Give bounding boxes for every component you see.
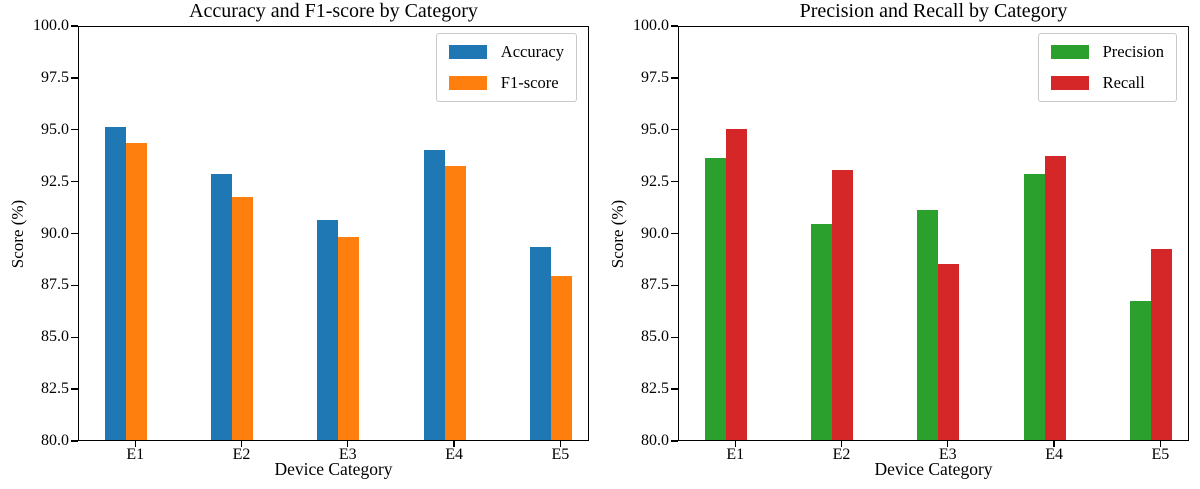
legend: Accuracy F1-score bbox=[435, 33, 577, 102]
bar-recall-e3 bbox=[938, 263, 960, 440]
x-tick-mark bbox=[559, 441, 562, 447]
legend-swatch-accuracy bbox=[448, 45, 487, 59]
chart-precision-recall: Precision and Recall by Category Score (… bbox=[600, 0, 1200, 489]
y-tick-label: 90.0 bbox=[41, 224, 69, 242]
y-tick-label: 97.5 bbox=[41, 68, 69, 86]
legend-item: Recall bbox=[1050, 73, 1164, 93]
x-tick-mark bbox=[347, 441, 349, 447]
x-tick-mark bbox=[453, 441, 455, 447]
x-tick-mark bbox=[947, 441, 949, 447]
x-tick-label: E4 bbox=[445, 446, 463, 463]
legend-item: Accuracy bbox=[448, 42, 564, 62]
x-tick-label: E1 bbox=[126, 446, 145, 463]
y-tick-mark bbox=[71, 25, 78, 27]
x-tick-mark bbox=[1159, 441, 1162, 447]
x-tick-label: E5 bbox=[1151, 446, 1170, 463]
x-axis-label: Device Category bbox=[274, 459, 393, 479]
y-tick-mark bbox=[71, 284, 78, 287]
y-tick-label: 92.5 bbox=[641, 172, 669, 190]
bar-precision-e5 bbox=[1129, 300, 1151, 440]
y-tick-label: 95.0 bbox=[41, 120, 69, 138]
bar-recall-e5 bbox=[1150, 249, 1172, 440]
y-tick-label: 85.0 bbox=[41, 328, 69, 346]
y-tick-label: 80.0 bbox=[641, 432, 669, 449]
y-tick-label: 100.0 bbox=[633, 17, 669, 34]
y-tick-label: 87.5 bbox=[641, 276, 669, 294]
y-tick-label: 92.5 bbox=[41, 172, 69, 190]
y-tick-label: 95.0 bbox=[641, 120, 669, 138]
y-tick-mark bbox=[671, 129, 678, 131]
y-tick-mark bbox=[671, 180, 678, 183]
x-tick-mark bbox=[734, 441, 736, 447]
y-tick-label: 82.5 bbox=[41, 380, 69, 398]
x-tick-label: E3 bbox=[338, 446, 357, 463]
legend-item: F1-score bbox=[448, 73, 564, 93]
x-tick-label: E2 bbox=[232, 446, 251, 463]
legend-label: Recall bbox=[1102, 73, 1145, 92]
legend-item: Precision bbox=[1050, 42, 1164, 62]
y-tick-label: 85.0 bbox=[641, 328, 669, 346]
plot-area bbox=[678, 26, 1189, 441]
y-tick-mark bbox=[71, 129, 78, 131]
y-tick-label: 87.5 bbox=[41, 276, 69, 294]
x-tick-label: E1 bbox=[726, 446, 745, 463]
bar-recall-e4 bbox=[1044, 155, 1066, 440]
y-tick-label: 97.5 bbox=[641, 68, 669, 86]
legend: Precision Recall bbox=[1037, 33, 1177, 102]
legend-swatch-recall bbox=[1050, 76, 1089, 90]
chart-title: Precision and Recall by Category bbox=[799, 0, 1068, 22]
bar-f1-score-e3 bbox=[338, 236, 360, 440]
x-tick-mark bbox=[240, 441, 243, 447]
y-tick-mark bbox=[71, 440, 78, 442]
bar-accuracy-e5 bbox=[529, 247, 551, 440]
bar-f1-score-e4 bbox=[444, 166, 466, 440]
y-tick-mark bbox=[671, 440, 678, 442]
legend-swatch-f1-score bbox=[448, 76, 487, 90]
y-tick-label: 90.0 bbox=[641, 224, 669, 242]
x-tick-label: E3 bbox=[938, 446, 957, 463]
legend-swatch-precision bbox=[1050, 45, 1089, 59]
plot-area bbox=[78, 26, 589, 441]
y-tick-mark bbox=[71, 232, 78, 235]
chart-title: Accuracy and F1-score by Category bbox=[189, 0, 478, 22]
y-tick-mark bbox=[71, 336, 78, 338]
y-tick-mark bbox=[71, 388, 78, 390]
x-tick-mark bbox=[1053, 441, 1055, 447]
legend-label: Precision bbox=[1102, 42, 1164, 61]
bar-f1-score-e5 bbox=[550, 276, 572, 440]
bar-f1-score-e2 bbox=[232, 197, 254, 440]
bar-recall-e2 bbox=[832, 170, 854, 440]
y-tick-label: 100.0 bbox=[33, 17, 69, 34]
bar-accuracy-e3 bbox=[317, 220, 339, 440]
x-tick-mark bbox=[840, 441, 843, 447]
bar-recall-e1 bbox=[725, 128, 747, 440]
x-tick-mark bbox=[134, 441, 136, 447]
bar-precision-e1 bbox=[704, 157, 726, 440]
x-tick-label: E5 bbox=[551, 446, 570, 463]
y-tick-mark bbox=[671, 284, 678, 287]
y-tick-mark bbox=[671, 77, 678, 79]
y-tick-label: 82.5 bbox=[641, 380, 669, 398]
y-tick-mark bbox=[671, 388, 678, 390]
bar-precision-e3 bbox=[917, 209, 939, 440]
y-tick-mark bbox=[71, 77, 78, 79]
bar-precision-e4 bbox=[1023, 174, 1045, 440]
bar-accuracy-e2 bbox=[211, 174, 233, 440]
bar-accuracy-e1 bbox=[104, 126, 126, 440]
y-tick-label: 80.0 bbox=[41, 432, 69, 449]
bar-f1-score-e1 bbox=[125, 143, 147, 440]
y-tick-mark bbox=[671, 232, 678, 235]
legend-label: F1-score bbox=[500, 73, 559, 92]
chart-accuracy-f1: Accuracy and F1-score by Category Score … bbox=[8, 0, 589, 479]
bar-precision-e2 bbox=[811, 224, 833, 440]
y-tick-mark bbox=[71, 180, 78, 183]
legend-label: Accuracy bbox=[500, 42, 564, 61]
x-axis-label: Device Category bbox=[874, 459, 993, 479]
y-tick-mark bbox=[671, 25, 678, 27]
y-tick-mark bbox=[671, 336, 678, 338]
bar-accuracy-e4 bbox=[423, 149, 445, 440]
x-tick-label: E2 bbox=[832, 446, 851, 463]
x-tick-label: E4 bbox=[1045, 446, 1063, 463]
